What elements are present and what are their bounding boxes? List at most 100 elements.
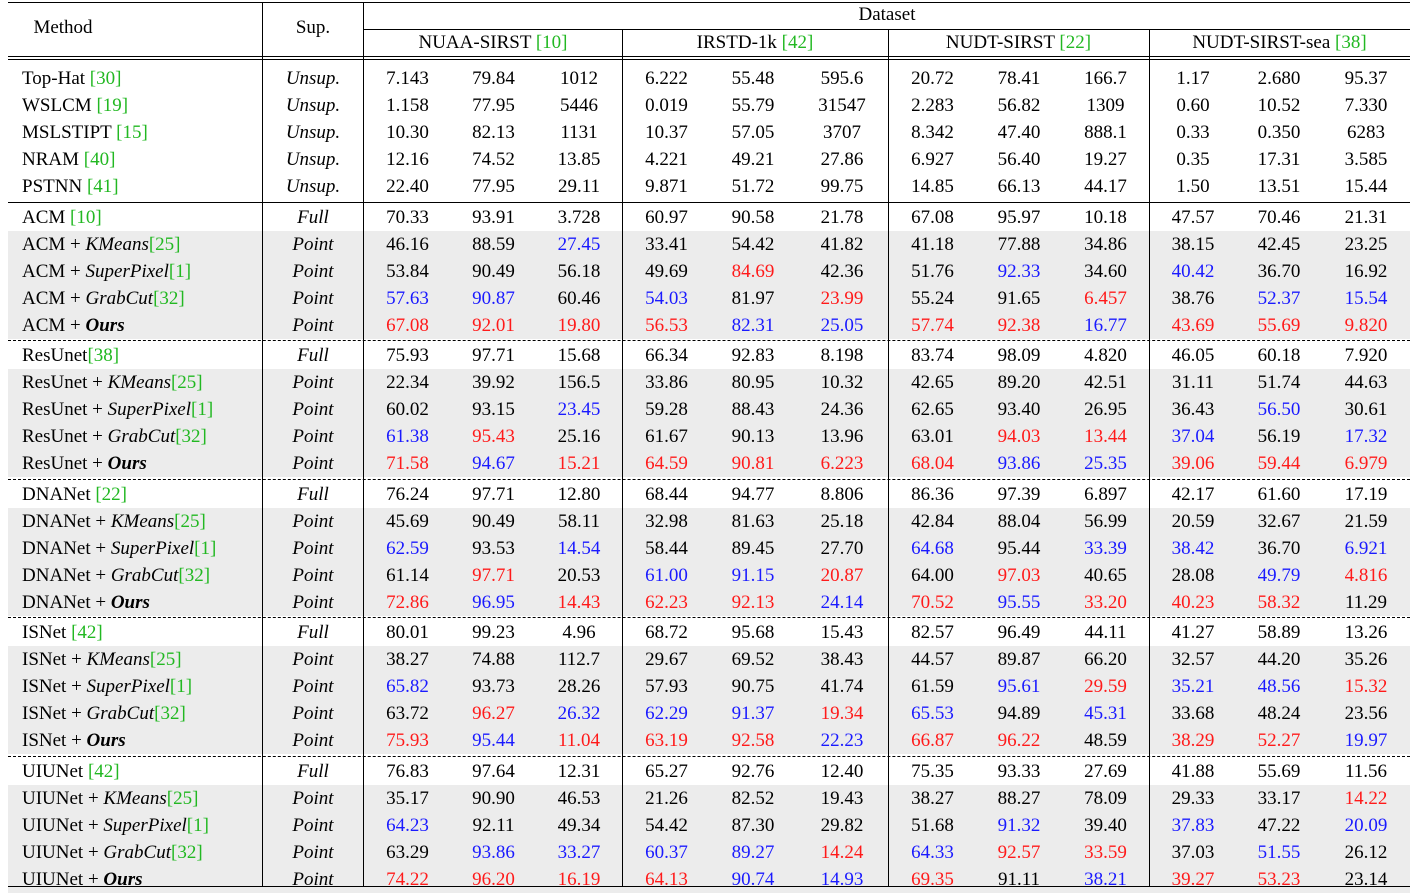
value-cell: 25.18 [820, 510, 864, 532]
value-cell: 38.27 [386, 649, 429, 671]
group-separator [8, 617, 1410, 618]
value-cell: 44.20 [1257, 649, 1301, 671]
value-cell: 97.71 [472, 564, 515, 586]
method-cell: WSLCM [19] [22, 95, 129, 117]
value-cell: 93.53 [472, 537, 515, 559]
value-cell: 11.04 [557, 730, 601, 752]
value-cell: 14.24 [820, 841, 864, 863]
value-cell: 17.32 [1344, 426, 1388, 448]
value-cell: 56.50 [1257, 399, 1301, 421]
value-cell: 29.33 [1171, 787, 1215, 809]
value-cell: 55.79 [731, 95, 775, 117]
value-cell: 42.17 [1171, 483, 1215, 505]
value-cell: 1.17 [1176, 68, 1210, 89]
supervision-cell: Point [292, 841, 334, 863]
value-cell: 38.42 [1171, 537, 1215, 559]
value-cell: 99.23 [472, 622, 515, 643]
citation-ref: [25] [166, 787, 199, 809]
value-cell: 44.11 [1084, 622, 1127, 643]
value-cell: 40.65 [1084, 564, 1127, 586]
value-cell: 36.70 [1257, 537, 1301, 559]
value-cell: 19.43 [820, 787, 864, 809]
value-cell: 0.60 [1176, 95, 1210, 117]
value-cell: 82.31 [731, 314, 775, 336]
value-cell: 62.23 [645, 591, 688, 613]
value-cell: 67.08 [386, 314, 429, 336]
dataset-name-0: NUAA-SIRST [10] [364, 29, 622, 56]
method-cell: PSTNN [41] [22, 176, 119, 198]
value-cell: 51.74 [1257, 372, 1301, 394]
supervision-cell: Unsup. [285, 122, 341, 144]
value-cell: 47.22 [1257, 814, 1301, 836]
value-cell: 57.63 [386, 287, 429, 309]
value-cell: 20.59 [1171, 510, 1215, 532]
supervision-cell: Point [292, 787, 334, 809]
table-row: MSLSTIPT [15] Unsup. 10.30 82.13 1131 10.37 57… [8, 119, 1410, 146]
value-cell: 8.198 [820, 345, 864, 366]
value-cell: 70.33 [386, 206, 429, 228]
value-cell: 70.52 [911, 591, 954, 613]
value-cell: 80.95 [731, 372, 775, 394]
value-cell: 17.31 [1257, 149, 1301, 171]
value-cell: 33.17 [1257, 787, 1301, 809]
value-cell: 82.57 [911, 622, 954, 643]
value-cell: 68.04 [911, 453, 954, 475]
table-row: UIUNet + KMeans[25] Point 35.17 90.90 46.53 2… [8, 784, 1410, 812]
dataset-header: Dataset [858, 4, 916, 25]
value-cell: 62.59 [386, 537, 429, 559]
value-cell: 33.39 [1084, 537, 1127, 559]
header-rule [8, 56, 1410, 57]
value-cell: 43.69 [1171, 314, 1215, 336]
value-cell: 93.86 [997, 453, 1041, 475]
value-cell: 61.60 [1257, 483, 1301, 505]
citation-ref: [25] [149, 649, 182, 671]
value-cell: 60.02 [386, 399, 429, 421]
value-cell: 57.93 [645, 676, 688, 698]
value-cell: 97.03 [997, 564, 1041, 586]
value-cell: 93.33 [997, 760, 1041, 782]
value-cell: 33.68 [1171, 703, 1215, 725]
value-cell: 31547 [818, 95, 866, 117]
value-cell: 57.74 [911, 314, 954, 336]
value-cell: 3707 [823, 122, 861, 144]
value-cell: 95.55 [997, 591, 1041, 613]
value-cell: 93.15 [472, 399, 515, 421]
table-row: ResUnet[38] Full 75.93 97.71 15.68 66.34 92.83… [8, 342, 1410, 369]
table-row: Top-Hat [30] Unsup. 7.143 79.84 1012 6.222 55.… [8, 65, 1410, 92]
supervision-cell: Full [297, 760, 329, 782]
supervision-cell: Full [297, 345, 329, 366]
value-cell: 15.68 [557, 345, 601, 366]
vrule-ds1 [622, 29, 623, 886]
value-cell: 31.11 [1171, 372, 1215, 394]
supervision-cell: Point [292, 287, 334, 309]
value-cell: 14.22 [1344, 787, 1388, 809]
value-cell: 79.84 [472, 68, 515, 89]
value-cell: 29.67 [645, 649, 688, 671]
value-cell: 49.34 [557, 814, 601, 836]
value-cell: 9.871 [645, 176, 688, 198]
value-cell: 66.13 [997, 176, 1041, 198]
value-cell: 91.32 [997, 814, 1041, 836]
table-row: PSTNN [41] Unsup. 22.40 77.95 29.11 9.871 51.7… [8, 173, 1410, 200]
value-cell: 21.31 [1344, 206, 1388, 228]
value-cell: 64.23 [386, 814, 429, 836]
dataset-label: NUAA-SIRST [418, 32, 536, 53]
citation-ref: [32] [171, 841, 203, 863]
value-cell: 77.88 [997, 233, 1041, 255]
table-row: ResUnet + SuperPixel[1] Point 60.02 93.15 23… [8, 396, 1410, 424]
value-cell: 66.87 [911, 730, 954, 752]
group-separator [8, 340, 1410, 341]
value-cell: 30.61 [1344, 399, 1388, 421]
value-cell: 36.70 [1257, 260, 1301, 282]
value-cell: 59.28 [645, 399, 688, 421]
value-cell: 39.06 [1171, 453, 1215, 475]
value-cell: 74.88 [472, 649, 515, 671]
value-cell: 65.53 [911, 703, 954, 725]
supervision-cell: Point [292, 260, 334, 282]
value-cell: 53.84 [386, 260, 429, 282]
value-cell: 48.24 [1257, 703, 1301, 725]
table-row: ACM + KMeans[25] Point 46.16 88.59 27.45 33.4… [8, 230, 1410, 258]
value-cell: 4.96 [562, 622, 596, 643]
value-cell: 0.350 [1257, 122, 1301, 144]
supervision-cell: Point [292, 314, 334, 336]
